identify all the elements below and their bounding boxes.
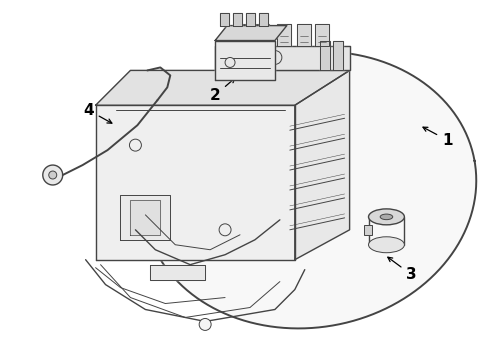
Polygon shape <box>121 195 171 240</box>
Polygon shape <box>315 24 329 45</box>
Polygon shape <box>150 265 205 280</box>
Circle shape <box>219 224 231 236</box>
Ellipse shape <box>368 209 404 225</box>
Polygon shape <box>130 200 160 235</box>
Polygon shape <box>215 41 275 80</box>
Ellipse shape <box>368 237 404 253</box>
Text: 1: 1 <box>423 127 452 148</box>
Polygon shape <box>319 41 330 71</box>
Ellipse shape <box>380 214 392 220</box>
Polygon shape <box>220 13 229 26</box>
Polygon shape <box>215 26 287 41</box>
Polygon shape <box>259 13 268 26</box>
Polygon shape <box>143 51 476 328</box>
Polygon shape <box>255 24 269 45</box>
Polygon shape <box>233 13 242 26</box>
Polygon shape <box>333 41 343 71</box>
Polygon shape <box>277 24 291 45</box>
Text: 4: 4 <box>83 103 112 123</box>
Text: 3: 3 <box>388 257 416 282</box>
Circle shape <box>129 139 142 151</box>
Circle shape <box>199 319 211 330</box>
Circle shape <box>43 165 63 185</box>
Polygon shape <box>295 71 349 260</box>
Circle shape <box>237 48 253 63</box>
Polygon shape <box>96 105 295 260</box>
Polygon shape <box>297 24 311 45</box>
Bar <box>364 225 371 235</box>
Polygon shape <box>235 24 249 45</box>
Polygon shape <box>96 71 349 105</box>
Circle shape <box>268 50 282 64</box>
Circle shape <box>49 171 57 179</box>
Circle shape <box>225 58 235 67</box>
Polygon shape <box>246 13 255 26</box>
Text: 2: 2 <box>210 78 235 103</box>
Polygon shape <box>215 45 349 71</box>
